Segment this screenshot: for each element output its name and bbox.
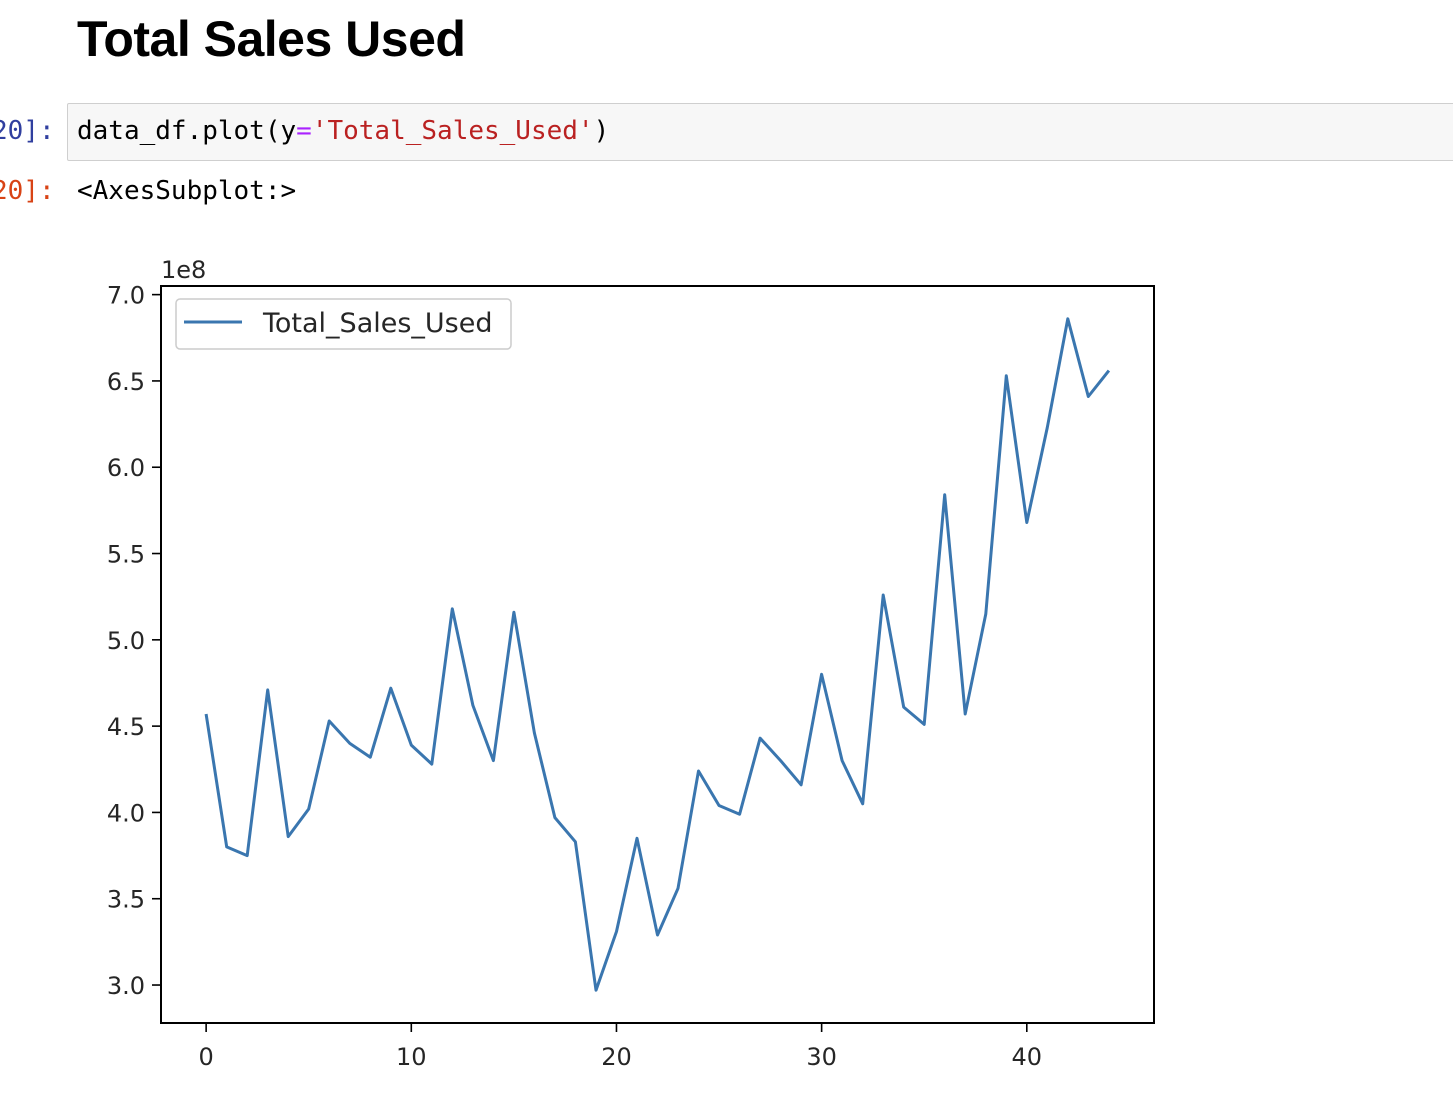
y-tick-label: 5.0 (107, 627, 145, 655)
code-string: 'Total_Sales_Used' (311, 116, 594, 146)
x-tick-label: 30 (806, 1043, 837, 1071)
y-tick-label: 6.5 (107, 368, 145, 396)
code-close-paren: ) (593, 116, 610, 146)
y-offset-label: 1e8 (161, 256, 206, 284)
code-call: data_df.plot(y (77, 116, 297, 146)
y-tick-label: 5.5 (107, 541, 145, 569)
legend-box (175, 298, 512, 350)
y-tick-label: 3.5 (107, 886, 145, 914)
y-tick-label: 4.5 (107, 713, 145, 741)
x-tick-label: 20 (601, 1043, 632, 1071)
y-tick-label: 6.0 (107, 454, 145, 482)
legend-label: Total_Sales_Used (262, 308, 493, 339)
code-cell-input[interactable]: data_df.plot(y='Total_Sales_Used') (67, 103, 1453, 161)
y-tick-label: 4.0 (107, 799, 145, 827)
code-operator: = (296, 116, 312, 146)
axes-frame (160, 285, 1155, 1024)
legend: Total_Sales_Used (175, 298, 512, 350)
x-tick-label: 0 (198, 1043, 213, 1071)
x-tick-label: 40 (1012, 1043, 1043, 1071)
output-prompt: 20]: (0, 176, 55, 206)
code-line[interactable]: data_df.plot(y='Total_Sales_Used') (77, 116, 609, 146)
series-line (204, 317, 1111, 992)
input-prompt: 20]: (0, 116, 55, 146)
output-repr: <AxesSubplot:> (77, 176, 297, 206)
y-tick-label: 7.0 (107, 282, 145, 310)
y-tick-label: 3.0 (107, 972, 145, 1000)
x-tick-label: 10 (396, 1043, 427, 1071)
page-title: Total Sales Used (77, 11, 466, 67)
